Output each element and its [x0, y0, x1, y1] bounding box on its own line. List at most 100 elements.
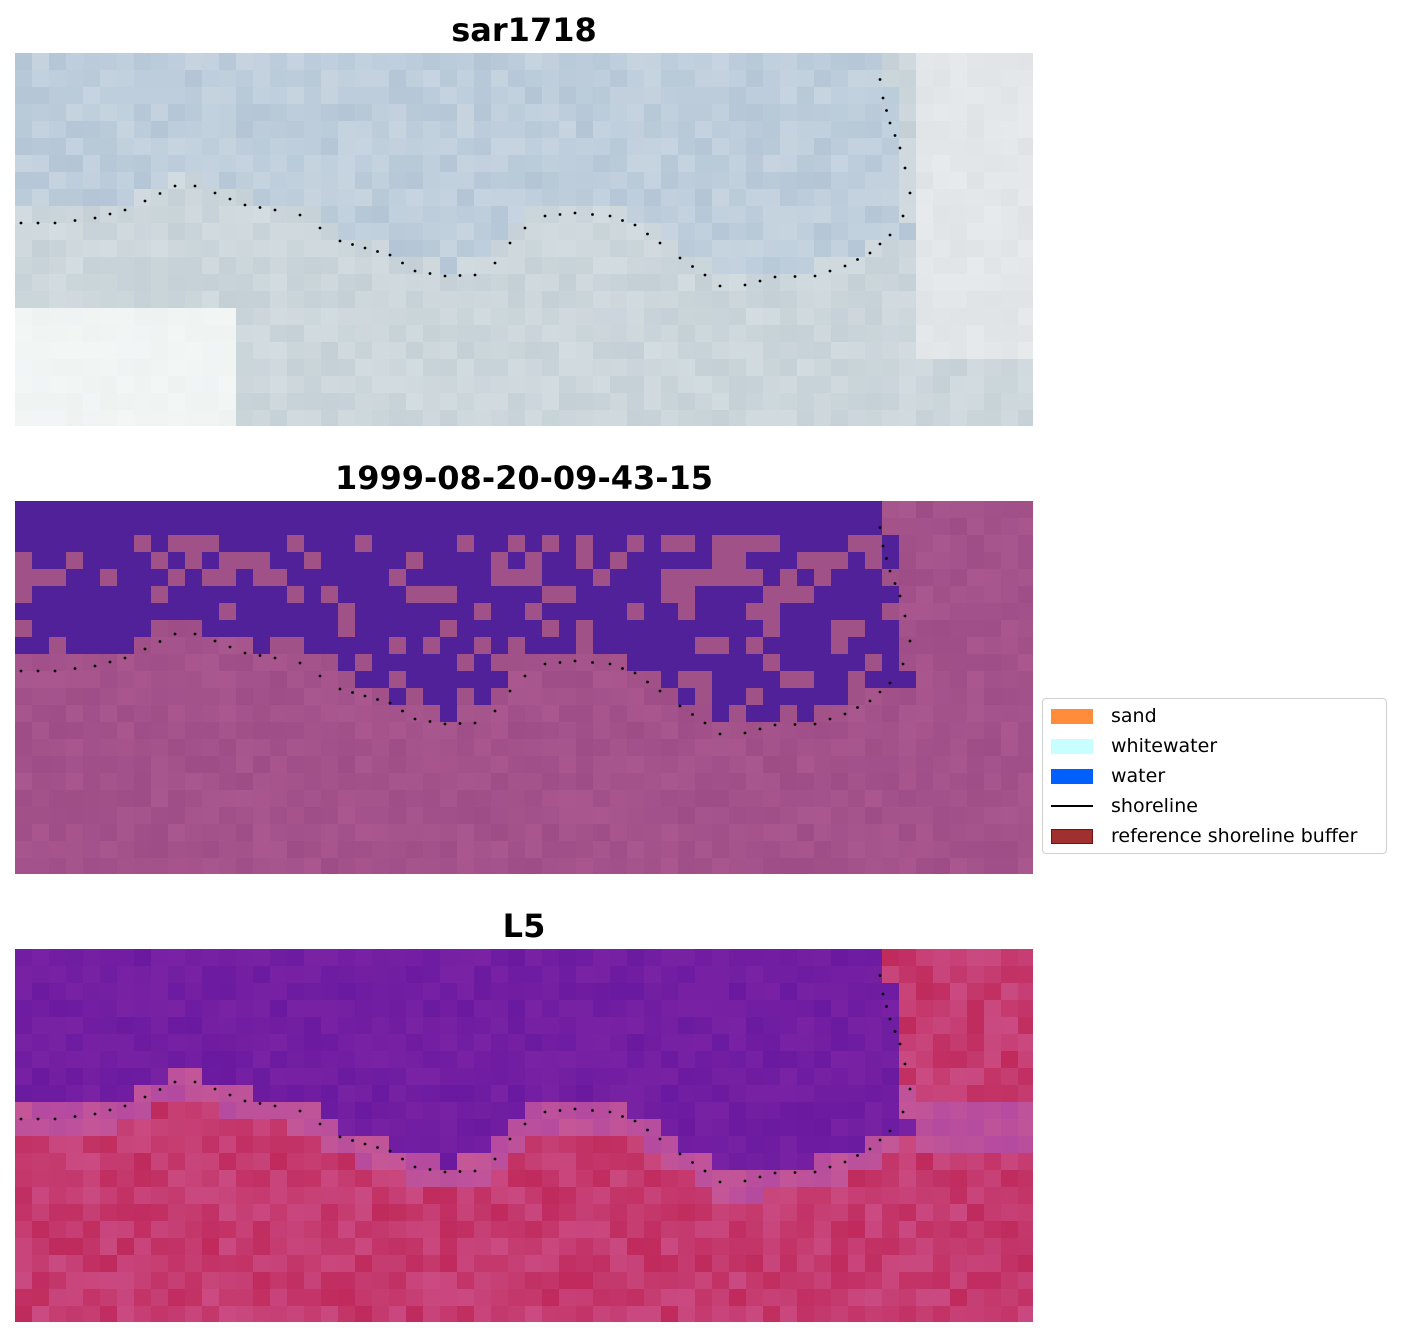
legend-item-shoreline: shoreline [1051, 794, 1198, 818]
shoreline-dot [143, 647, 147, 651]
shoreline-dot [773, 723, 777, 727]
shoreline-dot [773, 1171, 777, 1175]
shoreline-dot [19, 221, 23, 225]
shoreline-dot [691, 265, 694, 268]
index-image [15, 949, 1033, 1322]
shoreline-dot [901, 214, 905, 218]
shoreline-dot [813, 722, 817, 726]
legend-item-water: water [1051, 764, 1165, 788]
shoreline-dot [893, 1030, 897, 1033]
shoreline-dot [363, 246, 367, 250]
shoreline-dot [213, 1087, 217, 1091]
shoreline-dot [591, 1109, 594, 1112]
shoreline-dot [888, 121, 892, 125]
shoreline-dot [793, 275, 797, 278]
shoreline-dot [428, 720, 432, 723]
shoreline-dot [298, 661, 302, 665]
shoreline-dot [856, 706, 859, 709]
shoreline-dot [646, 1128, 649, 1132]
shoreline-dot [273, 656, 277, 660]
shoreline-dot [458, 274, 462, 277]
shoreline-dot [901, 662, 905, 666]
shoreline-dot [158, 640, 162, 643]
shoreline-dot [646, 232, 649, 236]
shoreline-dot [908, 639, 912, 643]
shoreline-dot [558, 661, 562, 664]
legend-item-whitewater: whitewater [1051, 734, 1217, 758]
rgb-image-panel [15, 53, 1033, 426]
shoreline-dot [543, 1110, 547, 1114]
shoreline-dot [718, 284, 722, 288]
shoreline-dot [888, 569, 892, 573]
shoreline-dot [573, 659, 577, 663]
shoreline-dot [428, 1168, 432, 1171]
legend-label-sand: sand [1111, 705, 1157, 727]
shoreline-dot [36, 669, 40, 673]
legend: sand whitewater water shoreline referenc… [1042, 698, 1387, 854]
shoreline-dot [813, 274, 817, 278]
shoreline-dot [888, 1129, 892, 1133]
shoreline-dot [73, 1115, 77, 1118]
shoreline-dot [401, 261, 404, 265]
shoreline-dot [338, 1135, 342, 1139]
shoreline-dot [703, 273, 707, 277]
index-image-panel [15, 949, 1033, 1322]
shoreline-dot [458, 1170, 462, 1173]
shoreline-dot [543, 662, 547, 666]
shoreline-dot [388, 1149, 392, 1153]
shoreline-dot [743, 1179, 747, 1183]
shoreline-dot [843, 712, 847, 716]
shoreline-dot [658, 241, 662, 245]
shoreline-dot [878, 690, 882, 694]
shoreline-dot [608, 662, 612, 666]
shoreline-dot [903, 166, 907, 170]
shoreline-dot [658, 689, 662, 693]
shoreline-dot [898, 1042, 902, 1046]
shoreline-dot [793, 1171, 797, 1174]
shoreline-dot [243, 651, 247, 655]
shoreline-dot [443, 1170, 447, 1174]
shoreline-dot [828, 269, 832, 273]
shoreline-dot [401, 1157, 404, 1161]
shoreline-dot [758, 1175, 762, 1179]
shoreline-dot [633, 1119, 637, 1123]
shoreline-dot [108, 660, 112, 664]
shoreline-dots [19, 78, 912, 288]
shoreline-dot [193, 1080, 197, 1084]
shoreline-dot [691, 713, 694, 716]
shoreline-dot [868, 251, 872, 255]
shoreline-dot [428, 272, 432, 275]
shoreline-dot [143, 199, 147, 203]
shoreline-dot [93, 1112, 97, 1116]
shoreline-dot [678, 256, 682, 260]
shoreline-dot [703, 721, 707, 725]
shoreline-dot [273, 1104, 277, 1108]
shoreline-dot [376, 250, 379, 253]
shoreline-dot [885, 557, 888, 560]
shoreline-dot [878, 1138, 882, 1142]
shoreline-dot [646, 680, 649, 684]
shoreline-dots [19, 526, 912, 736]
panel-title-index: L5 [502, 907, 546, 945]
shoreline-dot [108, 212, 112, 216]
shoreline-dot [868, 1147, 872, 1151]
panel-title-rgb: sar1718 [451, 11, 597, 49]
shoreline-dot [633, 223, 637, 227]
shoreline-dot [691, 1161, 694, 1164]
index-pixels [15, 949, 1033, 1322]
shoreline-dot [173, 632, 177, 636]
shoreline-dot [19, 1117, 23, 1121]
shoreline-dot [908, 1087, 912, 1091]
classified-pixels [15, 501, 1033, 874]
shoreline-dot [743, 731, 747, 735]
shoreline-dot [93, 216, 97, 220]
shoreline-dot [123, 208, 127, 212]
shoreline-dot [243, 1099, 247, 1103]
shoreline-dot [473, 273, 477, 277]
shoreline-dot [351, 1139, 354, 1142]
legend-label-reference-buffer: reference shoreline buffer [1111, 825, 1358, 847]
shoreline-dot [658, 1137, 662, 1141]
legend-swatch-water [1051, 768, 1093, 784]
shoreline-dot [523, 674, 527, 678]
shoreline-dots [19, 974, 912, 1184]
